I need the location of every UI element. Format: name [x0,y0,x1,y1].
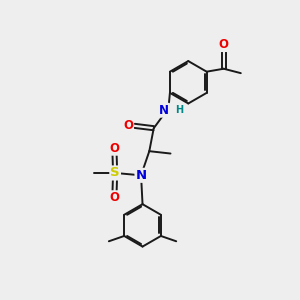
Text: N: N [136,169,147,182]
Text: O: O [123,119,133,132]
Text: O: O [110,191,120,204]
Text: S: S [110,167,120,179]
Text: N: N [159,104,169,117]
Text: O: O [110,142,120,155]
Text: O: O [219,38,229,51]
Text: H: H [176,105,184,115]
